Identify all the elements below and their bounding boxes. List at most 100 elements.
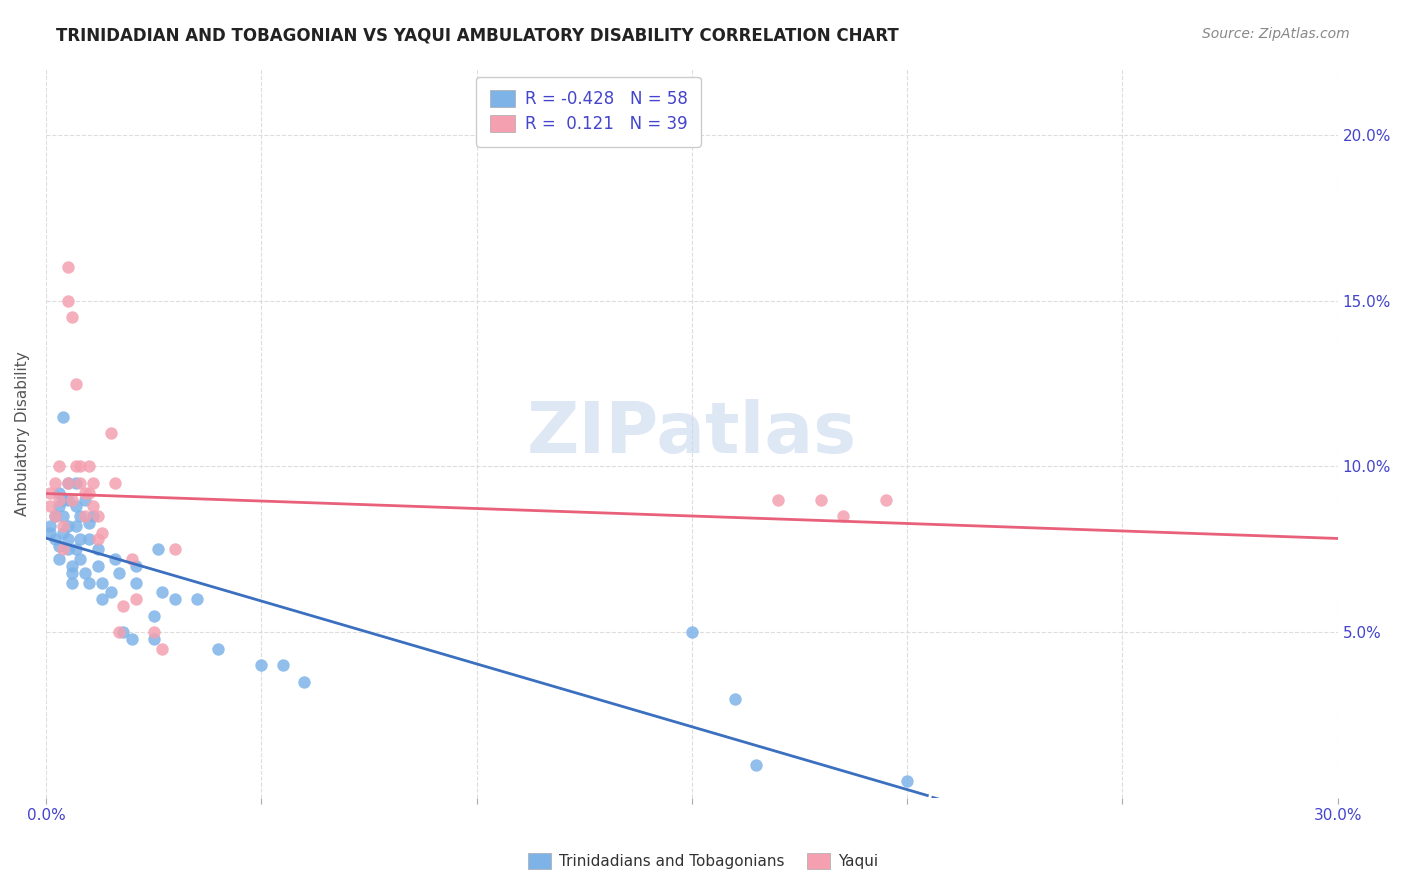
Point — [82, 500, 104, 514]
Point — [125, 558, 148, 573]
Point — [52, 409, 75, 424]
Point — [108, 566, 131, 580]
Point — [896, 774, 918, 789]
Point — [52, 542, 75, 557]
Point — [150, 641, 173, 656]
Point — [60, 566, 83, 580]
Point — [91, 575, 114, 590]
Point — [77, 486, 100, 500]
Point — [73, 486, 96, 500]
Point — [165, 542, 187, 557]
Point — [39, 525, 62, 540]
Point — [60, 575, 83, 590]
Point — [69, 533, 91, 547]
Point — [69, 509, 91, 524]
Text: Source: ZipAtlas.com: Source: ZipAtlas.com — [1202, 27, 1350, 41]
Point — [56, 533, 79, 547]
Point — [121, 632, 143, 646]
Point — [82, 476, 104, 491]
Point — [724, 691, 747, 706]
Point — [271, 658, 294, 673]
Point — [44, 509, 66, 524]
Point — [44, 509, 66, 524]
Point — [77, 575, 100, 590]
Point — [104, 476, 127, 491]
Point — [39, 486, 62, 500]
Point — [52, 519, 75, 533]
Point — [52, 492, 75, 507]
Y-axis label: Ambulatory Disability: Ambulatory Disability — [15, 351, 30, 516]
Point — [186, 592, 208, 607]
Point — [77, 533, 100, 547]
Point — [292, 675, 315, 690]
Point — [100, 585, 122, 599]
Point — [48, 486, 70, 500]
Point — [48, 492, 70, 507]
Point — [82, 509, 104, 524]
Point — [125, 592, 148, 607]
Point — [766, 492, 789, 507]
Point — [52, 525, 75, 540]
Text: ZIPatlas: ZIPatlas — [527, 399, 856, 467]
Point — [69, 552, 91, 566]
Point — [73, 566, 96, 580]
Point — [60, 310, 83, 325]
Point — [146, 542, 169, 557]
Point — [56, 476, 79, 491]
Point — [745, 758, 768, 772]
Point — [150, 585, 173, 599]
Point — [121, 552, 143, 566]
Point — [56, 260, 79, 275]
Point — [91, 592, 114, 607]
Point — [44, 476, 66, 491]
Legend: Trinidadians and Tobagonians, Yaqui: Trinidadians and Tobagonians, Yaqui — [522, 847, 884, 875]
Point — [810, 492, 832, 507]
Point — [39, 519, 62, 533]
Point — [69, 476, 91, 491]
Point — [681, 625, 703, 640]
Point — [44, 533, 66, 547]
Point — [65, 459, 87, 474]
Point — [69, 459, 91, 474]
Point — [73, 509, 96, 524]
Point — [56, 519, 79, 533]
Point — [48, 459, 70, 474]
Point — [86, 509, 108, 524]
Point — [142, 608, 165, 623]
Point — [39, 500, 62, 514]
Point — [831, 509, 853, 524]
Text: TRINIDADIAN AND TOBAGONIAN VS YAQUI AMBULATORY DISABILITY CORRELATION CHART: TRINIDADIAN AND TOBAGONIAN VS YAQUI AMBU… — [56, 27, 898, 45]
Point — [52, 509, 75, 524]
Point — [48, 500, 70, 514]
Point — [207, 641, 229, 656]
Point — [60, 492, 83, 507]
Point — [65, 376, 87, 391]
Point — [112, 599, 135, 613]
Point — [142, 632, 165, 646]
Point — [100, 426, 122, 441]
Point — [165, 592, 187, 607]
Point — [250, 658, 273, 673]
Legend: R = -0.428   N = 58, R =  0.121   N = 39: R = -0.428 N = 58, R = 0.121 N = 39 — [477, 77, 700, 146]
Point — [108, 625, 131, 640]
Point — [56, 542, 79, 557]
Point — [875, 492, 897, 507]
Point — [56, 476, 79, 491]
Point — [91, 525, 114, 540]
Point — [65, 519, 87, 533]
Point — [125, 575, 148, 590]
Point — [48, 539, 70, 553]
Point — [65, 500, 87, 514]
Point — [73, 492, 96, 507]
Point — [112, 625, 135, 640]
Point — [104, 552, 127, 566]
Point — [56, 492, 79, 507]
Point — [56, 293, 79, 308]
Point — [48, 552, 70, 566]
Point — [60, 558, 83, 573]
Point — [65, 476, 87, 491]
Point — [77, 516, 100, 530]
Point — [65, 542, 87, 557]
Point — [77, 459, 100, 474]
Point — [86, 558, 108, 573]
